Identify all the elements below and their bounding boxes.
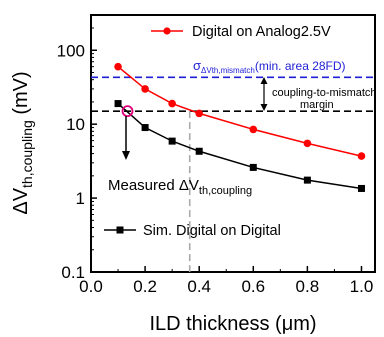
data-point	[168, 99, 176, 108]
series-line-1	[117, 103, 362, 190]
x-axis-title: ILD thickness (μm)	[149, 313, 316, 335]
legend-marker-black	[116, 226, 124, 234]
x-tick-label: 1.0	[350, 277, 374, 296]
data-point	[114, 62, 122, 71]
y-tick-label: 1	[76, 189, 85, 208]
data-point	[114, 100, 122, 108]
measured-arrow	[122, 116, 130, 160]
x-tick-label: 0.8	[296, 277, 320, 296]
legend-sim-digital: Sim. Digital on Digital	[104, 223, 281, 239]
data-point	[195, 147, 203, 155]
plot-frame	[90, 14, 376, 273]
legend-label-black: Sim. Digital on Digital	[143, 223, 281, 239]
measured-label: Measured ΔVth,coupling	[108, 177, 252, 197]
reference-lines	[91, 76, 375, 272]
data-point	[141, 85, 149, 93]
data-point	[168, 137, 176, 145]
axis-ticks: 0.0 0.2 0.4 0.6 0.8 1.0 0.1 1 10 100	[57, 14, 374, 296]
data-point	[357, 184, 365, 192]
y-axis-title: ΔVth,coupling (mV)	[10, 71, 35, 214]
x-tick-label: 0.4	[187, 277, 211, 296]
y-tick-label: 100	[57, 41, 85, 60]
legend-digital-on-analog: Digital on Analog2.5V	[151, 24, 331, 40]
x-tick-label: 0.6	[241, 277, 265, 296]
data-point	[249, 163, 257, 171]
x-tick-label: 0.2	[133, 277, 157, 296]
margin-label-line2: margin	[300, 99, 334, 111]
x-tick-label: 0.0	[79, 277, 103, 296]
legend-label-red: Digital on Analog2.5V	[192, 24, 331, 40]
margin-label-line1: coupling-to-mismatch	[272, 87, 377, 99]
data-point	[303, 139, 312, 148]
data-point	[195, 109, 203, 118]
legend-marker-red	[163, 27, 171, 35]
data-point	[357, 152, 366, 160]
margin-arrow	[260, 77, 268, 111]
data-point	[303, 176, 311, 184]
series-group	[114, 62, 366, 192]
y-tick-label: 10	[66, 115, 85, 134]
measured-point	[121, 105, 134, 118]
data-point	[249, 125, 258, 134]
sigma-mismatch-label: σΔVth,mismatch(min. area 28FD)	[193, 58, 346, 75]
data-point	[141, 124, 149, 132]
y-tick-label: 0.1	[61, 263, 85, 282]
